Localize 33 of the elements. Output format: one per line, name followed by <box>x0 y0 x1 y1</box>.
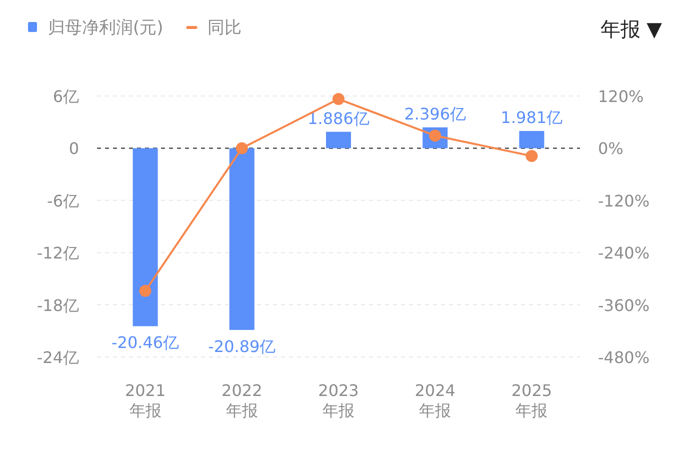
y-tick-label: 0 <box>68 139 79 158</box>
bar <box>132 148 158 326</box>
x-tick-label: 2025 年报 <box>511 381 552 420</box>
bar <box>229 148 254 330</box>
y2-tick-label: -120% <box>598 191 650 210</box>
text: 年报 ▼ <box>600 17 663 41</box>
y2-tick-label: 120% <box>598 87 644 106</box>
point <box>526 150 538 162</box>
bar <box>326 132 351 148</box>
y-tick-label: -24亿 <box>36 348 79 367</box>
data-label: 2.396亿 <box>404 104 466 124</box>
x-tick-label: 2021 年报 <box>124 381 166 420</box>
data-label: -20.89亿 <box>208 336 276 356</box>
y2-tick-label: 0% <box>598 139 624 158</box>
x-tick-label: 2023 年报 <box>318 381 359 420</box>
y-tick-label: -18亿 <box>36 296 79 315</box>
point <box>139 284 152 297</box>
legend-label: 同比 <box>207 18 242 38</box>
point <box>236 142 248 154</box>
data-label: 1.886亿 <box>308 108 370 128</box>
legend-label: 归母净利润(元) <box>48 18 164 38</box>
y-tick-label: -12亿 <box>36 244 79 263</box>
x-tick-label: 2024 年报 <box>414 381 456 420</box>
y-tick-label: 6亿 <box>52 87 79 106</box>
y2-tick-label: -360% <box>598 296 650 315</box>
bar <box>519 130 544 148</box>
data-label: -20.46亿 <box>112 333 180 352</box>
point <box>332 93 344 106</box>
y-tick-label: -6亿 <box>47 191 79 210</box>
y2-tick-label: -240% <box>598 244 650 263</box>
data-label: 1.981亿 <box>500 108 563 127</box>
y2-tick-label: -480% <box>598 348 650 367</box>
x-tick-label: 2022 年报 <box>222 381 262 420</box>
